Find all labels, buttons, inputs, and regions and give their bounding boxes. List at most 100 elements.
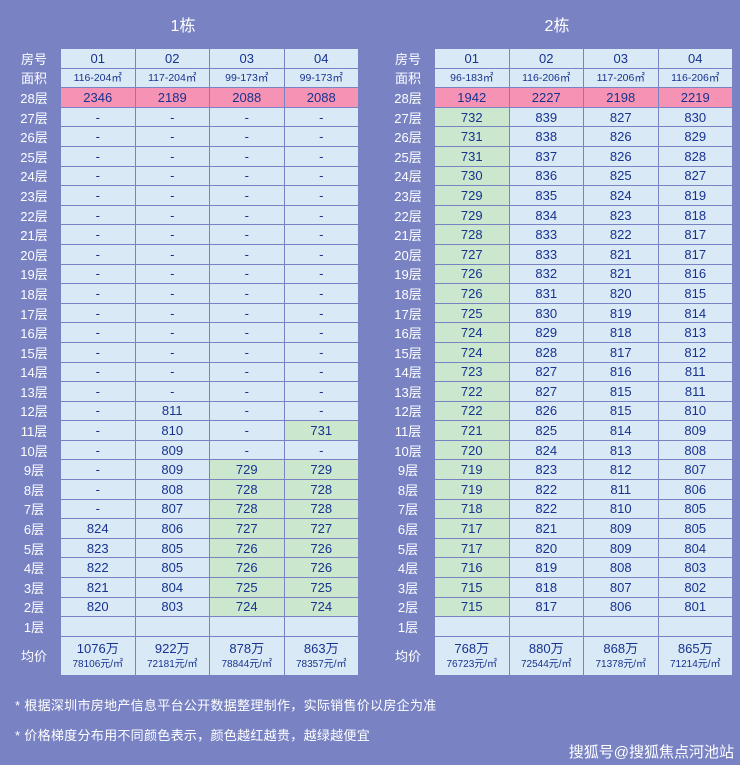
floor-label: 22层 [20, 208, 48, 224]
avg-unit-price: 72544元/㎡ [520, 658, 572, 670]
price-cell: - [61, 480, 135, 499]
price-cell: 729 [435, 205, 509, 225]
price-cell: - [135, 284, 209, 303]
price-cell: - [210, 127, 284, 146]
room-no-cell: 04 [658, 49, 732, 68]
price-cell: - [284, 284, 358, 303]
price-cell: 824 [584, 186, 658, 205]
price-cell: - [284, 244, 358, 264]
building-tables: 1栋 房号 01 02 03 04 面积 116-204㎡ 117-204㎡ 99-173㎡ 99… [8, 10, 732, 675]
price-cell: 731 [284, 421, 358, 440]
floor-label: 2层 [23, 600, 45, 616]
floor-label: 11层 [394, 424, 422, 440]
price-cell: - [284, 401, 358, 421]
price-cell: 827 [584, 107, 658, 127]
price-cell: 725 [284, 578, 358, 597]
avg-price-header: 均价 [20, 649, 47, 665]
price-cell: - [61, 244, 135, 264]
price-cell: 2189 [135, 88, 209, 107]
price-cell: 726 [210, 538, 284, 558]
price-cell: - [210, 362, 284, 382]
price-cell: - [210, 146, 284, 166]
price-cell: 728 [210, 480, 284, 499]
price-cell: 804 [135, 578, 209, 597]
floor-label: 3层 [397, 580, 419, 596]
price-cell: 2088 [210, 88, 284, 107]
price-cell: 718 [435, 499, 509, 519]
price-cell: 818 [658, 205, 732, 225]
room-no-cell: 04 [284, 49, 358, 68]
price-cell: 817 [509, 597, 583, 617]
price-cell [61, 617, 135, 636]
price-cell: 717 [435, 519, 509, 538]
price-cell: 726 [284, 538, 358, 558]
floor-label: 18层 [394, 286, 422, 302]
avg-unit-price: 76723元/㎡ [446, 658, 498, 670]
price-cell: 724 [210, 597, 284, 617]
price-cell: 816 [584, 362, 658, 382]
floor-label: 20层 [394, 247, 422, 263]
price-cell: - [210, 401, 284, 421]
floor-label: 21层 [20, 228, 48, 244]
price-cell: - [61, 127, 135, 146]
price-cell: - [61, 146, 135, 166]
price-cell: 826 [584, 146, 658, 166]
area-cell: 99-173㎡ [284, 68, 358, 88]
price-cell: - [135, 264, 209, 284]
price-cell: 730 [435, 166, 509, 186]
price-cell: - [61, 401, 135, 421]
building-2-section: 2栋 房号 01 02 03 04 面积 96-183㎡ 116-206㎡ 117-206㎡ 11… [382, 10, 732, 675]
price-cell: 808 [135, 480, 209, 499]
building-1-grid: 房号 01 02 03 04 面积 116-204㎡ 117-204㎡ 99-173㎡ 99-17… [8, 49, 358, 675]
price-cell: - [135, 146, 209, 166]
floor-label: 17层 [394, 306, 422, 322]
price-cell: 803 [135, 597, 209, 617]
price-cell: 810 [135, 421, 209, 440]
price-cell: - [284, 166, 358, 186]
floor-label: 3层 [23, 580, 45, 596]
price-cell: 811 [658, 382, 732, 401]
price-cell: 806 [584, 597, 658, 617]
floor-label: 21层 [394, 228, 422, 244]
floor-label: 28层 [20, 90, 48, 106]
price-cell: 810 [658, 401, 732, 421]
floor-label: 12层 [20, 404, 48, 420]
floor-label: 4层 [397, 561, 419, 577]
floor-label: 1层 [23, 620, 45, 636]
floor-label: 28层 [394, 90, 422, 106]
price-cell: 827 [509, 362, 583, 382]
price-cell: 728 [284, 499, 358, 519]
price-cell: 819 [584, 303, 658, 323]
avg-total-price: 868万 [603, 640, 639, 656]
price-cell: - [61, 166, 135, 186]
price-cell: 715 [435, 597, 509, 617]
price-cell: 829 [509, 323, 583, 342]
price-cell: 806 [658, 480, 732, 499]
floor-label: 15层 [20, 345, 48, 361]
price-cell: 807 [135, 499, 209, 519]
floor-label: 7层 [23, 502, 45, 518]
floor-label: 8层 [397, 482, 419, 498]
price-cell: 822 [61, 558, 135, 578]
avg-unit-price: 71214元/㎡ [669, 658, 721, 670]
price-cell: 728 [284, 480, 358, 499]
price-table-page: 1栋 房号 01 02 03 04 面积 116-204㎡ 117-204㎡ 99-173㎡ 99… [8, 10, 734, 761]
price-cell: - [135, 225, 209, 244]
floor-label: 24层 [394, 169, 422, 185]
price-cell: - [284, 342, 358, 362]
price-cell: 727 [435, 244, 509, 264]
price-cell: - [61, 460, 135, 480]
price-cell: 837 [509, 146, 583, 166]
avg-price-cell: 880万 72544元/㎡ [509, 636, 583, 675]
price-cell: 823 [509, 460, 583, 480]
price-cell: 824 [61, 519, 135, 538]
price-cell: 2198 [584, 88, 658, 107]
price-cell: 825 [509, 421, 583, 440]
price-cell [135, 617, 209, 636]
price-cell: 830 [509, 303, 583, 323]
price-cell: 815 [584, 382, 658, 401]
price-cell: 823 [61, 538, 135, 558]
price-cell: 722 [435, 401, 509, 421]
price-cell: 727 [284, 519, 358, 538]
price-cell: - [210, 166, 284, 186]
